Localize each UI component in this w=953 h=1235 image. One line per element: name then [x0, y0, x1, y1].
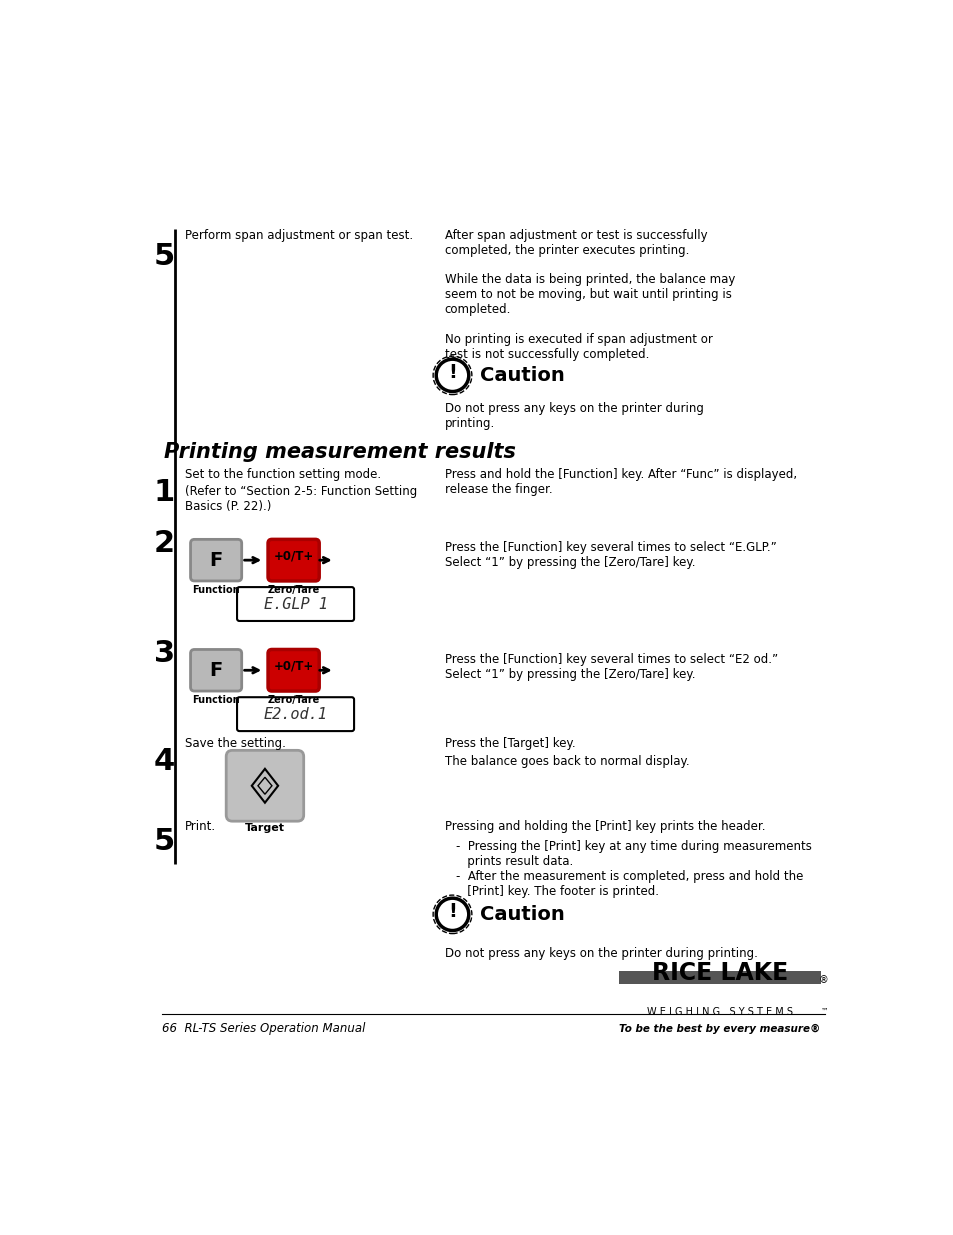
Text: Caution: Caution	[479, 905, 564, 924]
Text: E2.od.1: E2.od.1	[263, 706, 327, 721]
Text: Function: Function	[193, 585, 240, 595]
Text: -  Pressing the [Print] key at any time during measurements
   prints result dat: - Pressing the [Print] key at any time d…	[456, 840, 811, 868]
Text: 2: 2	[153, 530, 174, 558]
Text: Printing measurement results: Printing measurement results	[164, 442, 516, 462]
Text: ®: ®	[819, 976, 828, 986]
Text: Perform span adjustment or span test.: Perform span adjustment or span test.	[185, 228, 413, 242]
Text: 5: 5	[153, 242, 174, 272]
Bar	[618, 971, 820, 983]
Text: F: F	[210, 551, 222, 569]
Text: Caution: Caution	[479, 366, 564, 385]
Text: E.GLP 1: E.GLP 1	[263, 597, 327, 611]
Text: Function: Function	[193, 695, 240, 705]
Text: Print.: Print.	[185, 820, 216, 832]
Text: Press the [Function] key several times to select “E2 od.”
Select “1” by pressing: Press the [Function] key several times t…	[444, 652, 777, 680]
Text: After span adjustment or test is successfully
completed, the printer executes pr: After span adjustment or test is success…	[444, 228, 706, 257]
Text: RICE LAKE: RICE LAKE	[651, 961, 787, 986]
FancyBboxPatch shape	[268, 650, 319, 692]
Text: Set to the function setting mode.: Set to the function setting mode.	[185, 468, 381, 480]
Text: Press the [Function] key several times to select “E.GLP.”
Select “1” by pressing: Press the [Function] key several times t…	[444, 541, 776, 569]
Text: 5: 5	[153, 827, 174, 856]
Text: 4: 4	[153, 747, 174, 777]
Text: 3: 3	[153, 640, 174, 668]
Text: ™: ™	[820, 1007, 827, 1015]
Text: Zero/Tare: Zero/Tare	[267, 585, 319, 595]
Text: Target: Target	[245, 823, 285, 832]
Text: Zero/Tare: Zero/Tare	[267, 695, 319, 705]
Text: The balance goes back to normal display.: The balance goes back to normal display.	[444, 755, 689, 768]
FancyBboxPatch shape	[236, 698, 354, 731]
Text: Do not press any keys on the printer during printing.: Do not press any keys on the printer dur…	[444, 947, 757, 961]
Text: While the data is being printed, the balance may
seem to not be moving, but wait: While the data is being printed, the bal…	[444, 273, 735, 316]
Text: Do not press any keys on the printer during
printing.: Do not press any keys on the printer dur…	[444, 403, 703, 430]
Text: 1: 1	[153, 478, 174, 506]
Text: (Refer to “Section 2-5: Function Setting
Basics (P. 22).): (Refer to “Section 2-5: Function Setting…	[185, 485, 417, 514]
Text: 66  RL-TS Series Operation Manual: 66 RL-TS Series Operation Manual	[162, 1023, 365, 1035]
Text: Press the [Target] key.: Press the [Target] key.	[444, 737, 575, 750]
FancyBboxPatch shape	[191, 540, 241, 580]
Text: +0/T+: +0/T+	[274, 550, 314, 563]
Text: -  After the measurement is completed, press and hold the
   [Print] key. The fo: - After the measurement is completed, pr…	[456, 871, 803, 898]
Text: !: !	[448, 902, 456, 921]
Text: W E I G H I N G   S Y S T E M S: W E I G H I N G S Y S T E M S	[646, 1007, 792, 1016]
Text: Save the setting.: Save the setting.	[185, 737, 286, 750]
Text: Pressing and holding the [Print] key prints the header.: Pressing and holding the [Print] key pri…	[444, 820, 764, 832]
Text: F: F	[210, 661, 222, 679]
FancyBboxPatch shape	[236, 587, 354, 621]
Text: !: !	[448, 363, 456, 382]
Text: To be the best by every measure®: To be the best by every measure®	[618, 1024, 820, 1034]
Text: +0/T+: +0/T+	[274, 659, 314, 673]
Text: Press and hold the [Function] key. After “Func” is displayed,
release the finger: Press and hold the [Function] key. After…	[444, 468, 796, 495]
FancyBboxPatch shape	[226, 751, 303, 821]
FancyBboxPatch shape	[268, 540, 319, 580]
FancyBboxPatch shape	[191, 650, 241, 692]
Text: No printing is executed if span adjustment or
test is not successfully completed: No printing is executed if span adjustme…	[444, 333, 712, 361]
